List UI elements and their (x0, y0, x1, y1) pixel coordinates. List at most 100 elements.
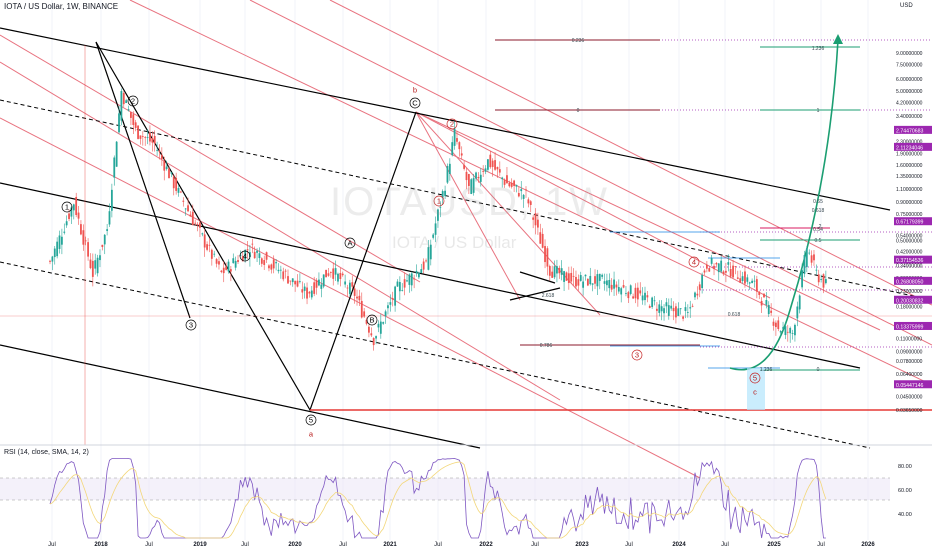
candle-body (753, 280, 756, 282)
candle-body (577, 279, 580, 286)
candle-body (51, 256, 54, 262)
candle-body (437, 209, 439, 221)
price-tag-bg (894, 295, 932, 304)
candle-body (532, 217, 535, 220)
candle-body (403, 279, 406, 288)
candle-body (570, 272, 573, 282)
candle-body (139, 135, 142, 139)
price-label: 4.20000000 (896, 100, 923, 106)
candle-body (418, 272, 420, 278)
candle-body (189, 214, 192, 217)
candle-body (522, 194, 525, 199)
candle-body (346, 287, 349, 289)
price-label: 2.74470683 (896, 128, 924, 134)
candle-body (210, 249, 213, 259)
candle-body (72, 204, 75, 211)
time-label: Jul (531, 542, 539, 548)
fib-label: 0.618 (812, 208, 825, 214)
candle-body (125, 100, 128, 104)
candle-body (677, 308, 680, 316)
time-label: 2018 (94, 542, 108, 548)
candle-body (356, 296, 358, 299)
candle-body (258, 253, 261, 259)
candle-body (299, 281, 301, 283)
candle-body (325, 269, 327, 278)
candle-body (815, 269, 818, 271)
candle-body (101, 244, 104, 247)
candle-body (196, 224, 199, 226)
candle-body (684, 307, 687, 311)
fib-label: 0.5 (815, 238, 822, 244)
fib-label: 0.786 (540, 343, 553, 349)
rsi-panel (0, 457, 890, 539)
candle-body (434, 223, 437, 235)
candle-body (527, 199, 530, 204)
candle-body (284, 270, 287, 272)
candle-body (503, 180, 506, 185)
candle-body (277, 269, 280, 272)
price-label: 0.37154536 (896, 258, 924, 264)
fib-label: 2.618 (542, 293, 555, 299)
candle-body (389, 302, 392, 305)
candle-body (586, 278, 589, 286)
candle-body (722, 271, 725, 275)
price-tag-bg (894, 321, 932, 330)
candle-body (158, 150, 161, 152)
candle-body (784, 326, 787, 336)
candle-body (327, 273, 330, 276)
candle-body (767, 304, 770, 315)
candle-body (410, 273, 413, 286)
candle-body (99, 255, 101, 261)
price-label: 0.42000000 (896, 250, 923, 256)
candle-body (310, 290, 313, 298)
candle-body (686, 312, 689, 313)
time-label: 2019 (193, 542, 207, 548)
candle-body (548, 266, 551, 276)
time-label: Jul (241, 542, 249, 548)
candle-body (636, 287, 639, 300)
candle-body (632, 296, 634, 299)
candle-body (477, 176, 480, 179)
candle-body (482, 170, 485, 172)
candle-body (168, 168, 170, 179)
candle-body (801, 270, 803, 288)
candle-body (679, 308, 682, 310)
candle-body (206, 244, 208, 250)
trendlines (0, 0, 932, 479)
candle-body (779, 331, 782, 333)
candle-body (634, 287, 637, 299)
candle-body (175, 177, 178, 191)
candle-body (58, 235, 61, 249)
candle-body (594, 276, 596, 284)
price-axis: 9.00000000 7.50000000 6.00000000 5.00000000… (894, 51, 932, 518)
price-label: 0.54000000 (896, 233, 923, 239)
candle-body (360, 300, 363, 318)
candle-body (534, 213, 537, 226)
candle-body (606, 280, 608, 286)
wave-circle (305, 414, 317, 426)
time-label: 2021 (383, 542, 397, 548)
candle-body (755, 279, 758, 292)
candle-body (208, 244, 211, 246)
candle-body (729, 269, 732, 277)
rsi-tick: 80.00 (898, 464, 912, 470)
candle-body (610, 284, 613, 290)
candle-body (191, 211, 194, 226)
candle-body (398, 282, 401, 292)
candle-body (291, 278, 294, 283)
candle-body (103, 234, 106, 245)
candle-body (358, 295, 361, 301)
candle-body (56, 241, 59, 257)
candle-body (153, 135, 156, 144)
candle-body (239, 254, 242, 256)
wave-circle (409, 97, 421, 109)
wave-label: b (413, 86, 417, 95)
candle-body (265, 252, 268, 260)
candle-body (544, 246, 546, 263)
wave-circle (185, 319, 197, 331)
time-label: Jul (339, 542, 347, 548)
candle-body (529, 201, 532, 205)
candle-body (368, 326, 370, 333)
candle-body (377, 323, 380, 328)
